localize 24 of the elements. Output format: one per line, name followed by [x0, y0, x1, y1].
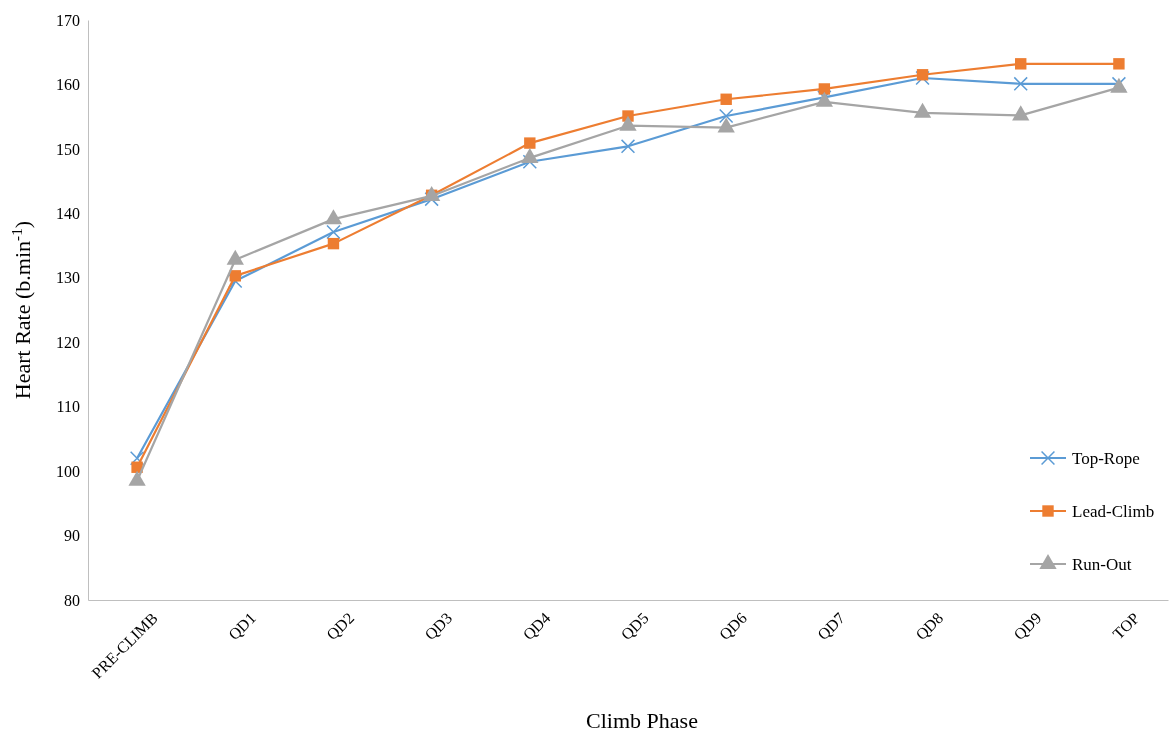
y-tick-label: 140: [56, 204, 80, 222]
legend-label: Lead-Climb: [1072, 502, 1155, 521]
y-tick-label: 130: [56, 269, 80, 287]
y-tick-label: 170: [56, 11, 80, 29]
y-tick-label: 90: [64, 527, 80, 545]
x-tick-label: QD2: [323, 609, 358, 644]
x-tick-label: QD6: [715, 609, 750, 644]
x-tick-label: TOP: [1109, 609, 1143, 643]
y-tick-label: 110: [56, 398, 80, 416]
x-axis-title: Climb Phase: [586, 708, 698, 733]
y-tick-label: 80: [64, 591, 80, 609]
y-tick-label: 120: [56, 333, 80, 351]
x-tick-label: QD5: [617, 609, 652, 644]
x-tick-label: QD9: [1010, 609, 1045, 644]
x-tick-label: QD4: [519, 609, 554, 644]
x-tick-label: QD8: [912, 609, 947, 644]
y-tick-label: 100: [56, 462, 80, 480]
x-tick-label: QD1: [224, 609, 259, 644]
y-tick-label: 150: [56, 140, 80, 158]
legend-label: Run-Out: [1072, 555, 1132, 574]
x-tick-label: QD7: [814, 609, 849, 644]
x-tick-label: QD3: [421, 609, 456, 644]
y-tick-label: 160: [56, 76, 80, 94]
legend-label: Top-Rope: [1072, 449, 1140, 468]
